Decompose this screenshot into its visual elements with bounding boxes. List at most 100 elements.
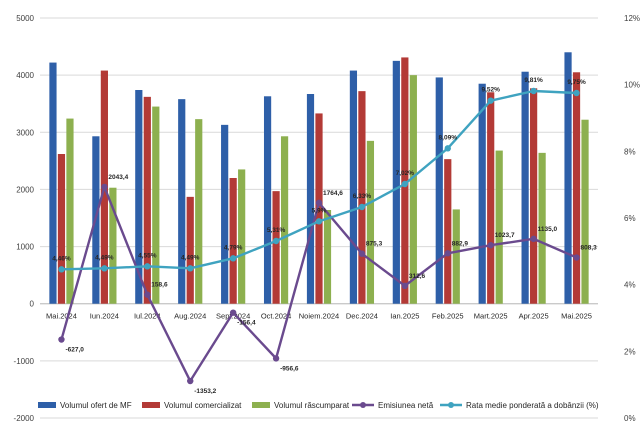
bar — [178, 99, 186, 304]
x-tick-label: Iul.2024 — [134, 312, 161, 321]
line-point — [358, 250, 366, 257]
y-left-tick-label: -2000 — [14, 414, 35, 423]
rata-data-label: 5,31% — [267, 227, 286, 234]
line-point — [229, 255, 237, 262]
legend-swatch — [142, 402, 160, 408]
y-left-tick-label: 2000 — [16, 185, 34, 194]
bar — [143, 96, 151, 304]
line-point — [358, 203, 366, 211]
x-tick-label: Feb.2025 — [432, 312, 464, 321]
bar — [564, 52, 572, 304]
rata-data-label: 4,49% — [181, 254, 200, 261]
x-tick-label: Sept.2024 — [216, 312, 250, 321]
x-tick-label: Ian.2025 — [390, 312, 419, 321]
x-tick-label: Iun.2024 — [90, 312, 119, 321]
line-point — [401, 180, 409, 188]
bar — [152, 106, 160, 304]
y-right-tick-label: 2% — [624, 347, 636, 356]
bar — [452, 209, 460, 304]
y-right-tick-label: 6% — [624, 214, 636, 223]
bar — [109, 187, 117, 304]
rata-data-label: 9,52% — [481, 87, 500, 94]
y-right-tick-label: 12% — [624, 14, 640, 23]
line-point — [272, 237, 280, 245]
emisiune-data-label: -156,4 — [237, 320, 256, 327]
line-point — [315, 199, 323, 207]
x-tick-label: Mai.2025 — [561, 312, 592, 321]
y-left-tick-label: -1000 — [14, 357, 35, 366]
bar — [272, 191, 280, 304]
y-right-tick-label: 8% — [624, 147, 636, 156]
bar — [186, 196, 194, 304]
bar — [435, 77, 443, 304]
legend-label: Volumul ofert de MF — [60, 401, 132, 410]
x-tick-label: Mart.2025 — [474, 312, 508, 321]
rata-data-label: 6,33% — [353, 193, 372, 200]
legend-marker — [448, 402, 454, 408]
bar — [487, 92, 495, 304]
line-point — [187, 377, 194, 385]
legend-marker — [360, 402, 366, 408]
x-tick-label: Oct.2024 — [261, 312, 291, 321]
legend-swatch — [252, 402, 270, 408]
line-point — [101, 265, 108, 272]
line-point — [444, 145, 451, 152]
line-point — [144, 263, 151, 270]
bar — [409, 75, 417, 304]
legend-label: Emisiunea netă — [378, 401, 434, 410]
bar — [349, 70, 358, 304]
line-point — [144, 291, 151, 298]
bar — [366, 140, 375, 304]
rata-data-label: 4,49% — [95, 254, 114, 261]
y-left-tick-label: 4000 — [16, 71, 34, 80]
bar — [135, 90, 143, 304]
line-point — [530, 87, 537, 95]
line-point — [58, 266, 65, 273]
bar — [323, 210, 332, 304]
x-tick-label: Noiem.2024 — [299, 312, 339, 321]
line-point — [573, 254, 580, 261]
bar — [221, 124, 229, 304]
x-tick-label: Apr.2025 — [519, 312, 549, 321]
line-point — [187, 265, 194, 272]
emisiune-data-label: 1764,6 — [323, 190, 343, 197]
legend-swatch — [38, 402, 56, 408]
emisiune-data-label: 808,3 — [581, 245, 598, 252]
rata-data-label: 4,46% — [52, 255, 71, 262]
bar — [572, 72, 581, 304]
bar — [392, 60, 400, 304]
bar — [66, 118, 74, 304]
rata-data-label: 4,55% — [138, 252, 157, 259]
emisiune-data-label: 158,6 — [151, 282, 168, 289]
legend-label: Volumul comercializat — [164, 401, 242, 410]
emisiune-data-label: -956,6 — [280, 365, 299, 372]
bar — [521, 71, 529, 304]
emisiune-data-label: 882,9 — [452, 240, 469, 247]
rata-data-label: 4,79% — [224, 244, 243, 251]
rata-data-label: 9,81% — [524, 77, 543, 84]
bar — [358, 91, 366, 304]
legend-label: Rata medie ponderată a dobânzii (%) — [466, 401, 599, 410]
bar — [495, 150, 503, 304]
y-right-tick-label: 4% — [624, 281, 636, 290]
legend-label: Volumul răscumparat — [274, 401, 350, 410]
y-left-tick-label: 5000 — [16, 14, 34, 23]
emisiune-data-label: 875,3 — [366, 241, 383, 248]
bar — [229, 178, 237, 304]
x-tick-label: Dec.2024 — [346, 312, 378, 321]
bar — [280, 136, 289, 304]
bar — [530, 88, 538, 304]
emisiune-data-label: -627,0 — [65, 347, 84, 354]
bar — [401, 57, 409, 304]
bar — [306, 94, 315, 304]
line-point — [229, 309, 237, 316]
bar — [263, 96, 272, 304]
bar — [315, 113, 323, 304]
y-left-tick-label: 3000 — [16, 128, 34, 137]
line-point — [401, 282, 409, 290]
line-point — [444, 250, 451, 257]
x-tick-label: Mai.2024 — [46, 312, 77, 321]
rata-data-label: 5,9% — [312, 207, 327, 214]
x-tick-label: Aug.2024 — [174, 312, 206, 321]
